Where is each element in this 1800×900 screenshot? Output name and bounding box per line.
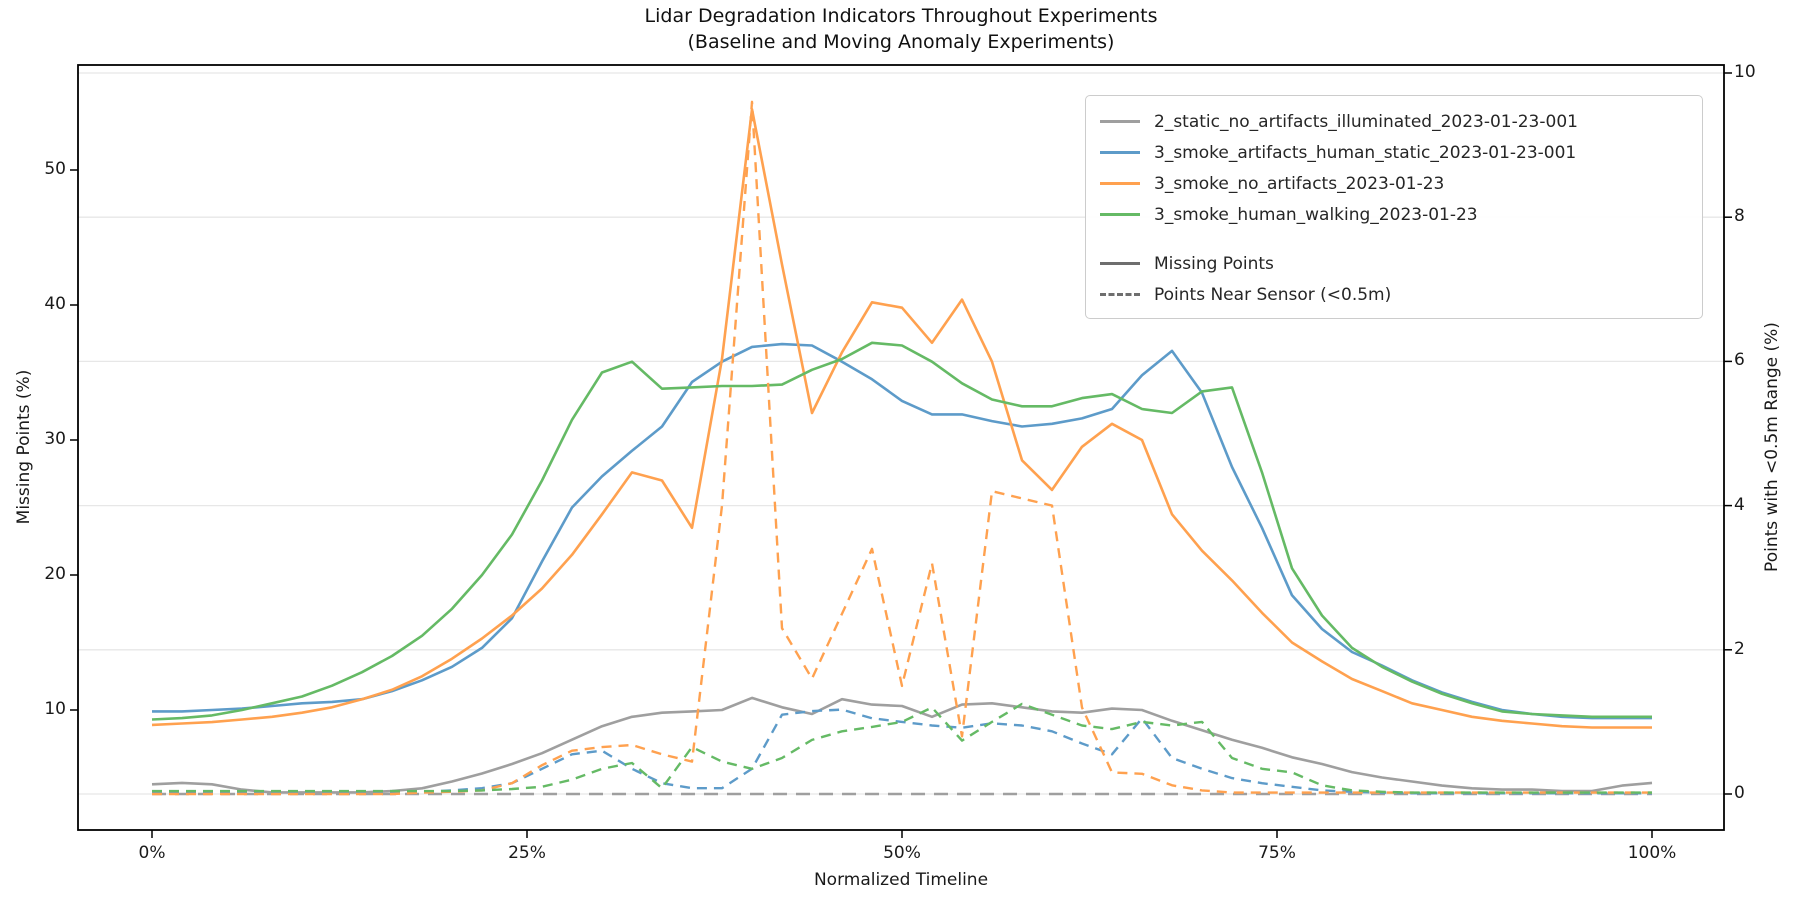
y-right-tick-label: 6 bbox=[1734, 350, 1745, 370]
legend-line-sample-green bbox=[1100, 213, 1140, 216]
legend-line-sample-orange bbox=[1100, 182, 1140, 185]
legend-label: 2_static_no_artifacts_illuminated_2023-0… bbox=[1154, 111, 1578, 132]
y-right-tick-label: 10 bbox=[1734, 62, 1756, 82]
y-axis-left-label: Missing Points (%) bbox=[14, 369, 34, 525]
legend-entry: 3_smoke_human_walking_2023-01-23 bbox=[1100, 199, 1688, 230]
y-right-tick-label: 0 bbox=[1734, 783, 1745, 803]
series-line-missing-points-3_smoke_artifacts_human_static_2023-01-23-001 bbox=[152, 342, 1652, 720]
x-tick-label: 50% bbox=[883, 843, 921, 863]
x-tick-label: 25% bbox=[508, 843, 546, 863]
series-line-points-near-sensor-0-5m--3_smoke_no_artifacts_2023-01-23 bbox=[152, 100, 1652, 796]
legend-label: Points Near Sensor (<0.5m) bbox=[1154, 284, 1392, 305]
x-tick-label: 100% bbox=[1627, 843, 1677, 863]
y-axis-right-label: Points with <0.5m Range (%) bbox=[1762, 322, 1782, 572]
legend-entry: 3_smoke_no_artifacts_2023-01-23 bbox=[1100, 168, 1688, 199]
x-tick-label: 75% bbox=[1258, 843, 1296, 863]
legend-label: Missing Points bbox=[1154, 253, 1274, 274]
legend-line-sample-solid bbox=[1100, 262, 1140, 265]
y-left-tick-label: 20 bbox=[44, 564, 66, 584]
legend-style-entry: Points Near Sensor (<0.5m) bbox=[1100, 279, 1688, 310]
y-left-tick-label: 10 bbox=[44, 699, 66, 719]
legend-line-sample-gray bbox=[1100, 120, 1140, 123]
legend-entry: 3_smoke_artifacts_human_static_2023-01-2… bbox=[1100, 137, 1688, 168]
plot-border bbox=[77, 64, 1725, 831]
y-right-tick-label: 2 bbox=[1734, 639, 1745, 659]
y-left-tick-label: 50 bbox=[44, 159, 66, 179]
y-left-tick-label: 40 bbox=[44, 294, 66, 314]
legend-label: 3_smoke_human_walking_2023-01-23 bbox=[1154, 204, 1478, 225]
legend-label: 3_smoke_artifacts_human_static_2023-01-2… bbox=[1154, 142, 1577, 163]
series-line-points-near-sensor-0-5m--3_smoke_human_walking_2023-01-23 bbox=[152, 702, 1652, 794]
series-line-points-near-sensor-0-5m--3_smoke_artifacts_human_static_2023-01-23-001 bbox=[152, 708, 1652, 795]
x-tick-label: 0% bbox=[138, 843, 166, 863]
legend: 2_static_no_artifacts_illuminated_2023-0… bbox=[1085, 95, 1703, 319]
series-line-missing-points-2_static_no_artifacts_illuminated_2023-01-23-001 bbox=[151, 696, 1653, 794]
legend-entry: 2_static_no_artifacts_illuminated_2023-0… bbox=[1100, 106, 1688, 137]
chart-title-line1: Lidar Degradation Indicators Throughout … bbox=[644, 5, 1158, 27]
legend-spacer bbox=[1100, 230, 1688, 248]
legend-line-sample-blue bbox=[1100, 151, 1140, 154]
legend-line-sample-dashed bbox=[1100, 293, 1140, 296]
y-right-tick-label: 8 bbox=[1734, 206, 1745, 226]
legend-style-entry: Missing Points bbox=[1100, 248, 1688, 279]
y-left-tick-label: 30 bbox=[44, 429, 66, 449]
series-line-missing-points-3_smoke_no_artifacts_2023-01-23 bbox=[151, 108, 1652, 729]
chart-title-line2: (Baseline and Moving Anomaly Experiments… bbox=[687, 31, 1115, 53]
y-right-tick-label: 4 bbox=[1734, 495, 1745, 515]
x-axis-label: Normalized Timeline bbox=[813, 870, 989, 890]
series-line-missing-points-3_smoke_human_walking_2023-01-23 bbox=[151, 341, 1652, 721]
legend-label: 3_smoke_no_artifacts_2023-01-23 bbox=[1154, 173, 1445, 194]
